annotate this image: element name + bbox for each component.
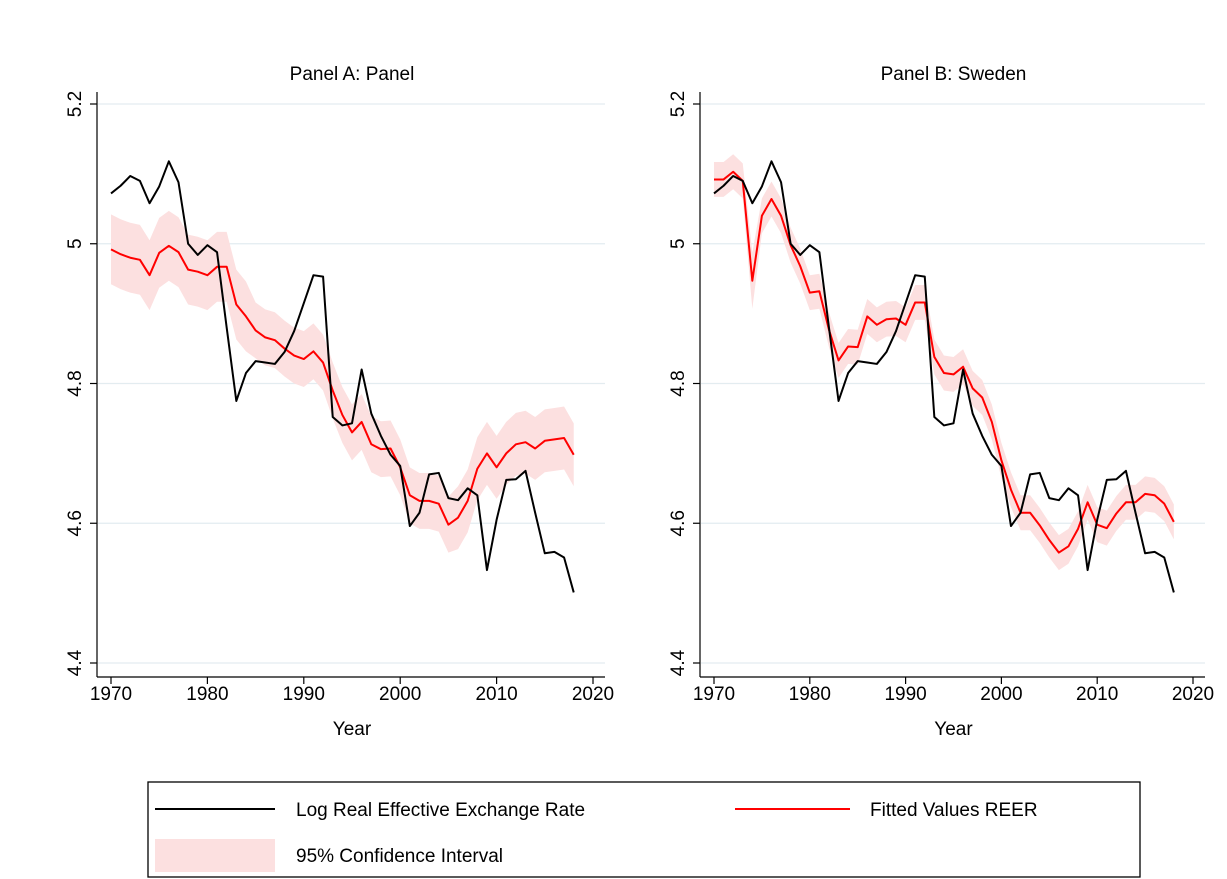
x-tick-label: 1990 [884, 684, 926, 705]
y-tick-label: 4.8 [668, 370, 689, 396]
x-tick-label: 1970 [693, 684, 735, 705]
confidence-band [111, 210, 574, 553]
y-tick-label: 4.6 [65, 510, 86, 536]
x-axis-label: Year [934, 719, 973, 740]
y-tick-label: 5.2 [668, 91, 689, 117]
x-tick-label: 1970 [90, 684, 132, 705]
y-tick-label: 5 [65, 238, 86, 249]
y-tick-label: 5.2 [65, 91, 86, 117]
legend-swatch [155, 839, 275, 872]
x-tick-label: 1980 [186, 684, 228, 705]
x-tick-label: 2000 [379, 684, 421, 705]
legend-label: 95% Confidence Interval [296, 846, 503, 867]
legend-label: Log Real Effective Exchange Rate [296, 800, 585, 821]
x-axis-label: Year [333, 719, 372, 740]
x-tick-label: 2020 [1172, 684, 1214, 705]
x-tick-label: 1980 [789, 684, 831, 705]
series-line [713, 160, 1175, 593]
confidence-band [714, 154, 1174, 571]
y-tick-label: 5 [668, 238, 689, 249]
y-tick-label: 4.8 [65, 370, 86, 396]
y-tick-label: 4.4 [65, 649, 86, 676]
series-line [110, 244, 575, 526]
x-tick-label: 1990 [283, 684, 325, 705]
x-tick-label: 2010 [1076, 684, 1118, 705]
series-line [110, 160, 575, 593]
legend-box [147, 781, 1141, 878]
x-tick-label: 2010 [475, 684, 517, 705]
y-tick-label: 4.6 [668, 510, 689, 536]
y-tick-label: 4.4 [668, 649, 689, 676]
x-tick-label: 2020 [572, 684, 614, 705]
legend-label: Fitted Values REER [870, 800, 1038, 821]
panel-title: Panel B: Sweden [881, 64, 1027, 85]
x-tick-label: 2000 [980, 684, 1022, 705]
panel-title: Panel A: Panel [290, 64, 415, 85]
